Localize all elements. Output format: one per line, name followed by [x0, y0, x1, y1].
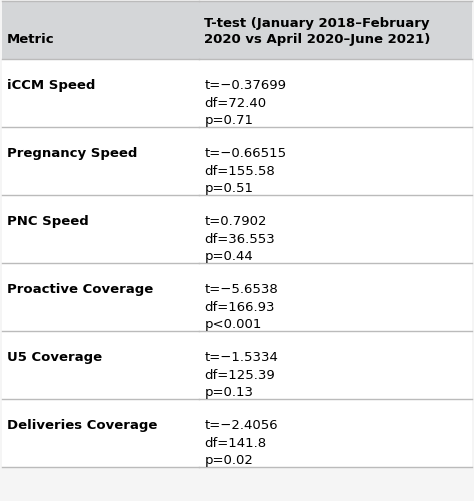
Bar: [2, 331, 200, 399]
Bar: [200, 128, 472, 195]
Bar: [200, 2, 472, 60]
Text: t=0.7902
df=36.553
p=0.44: t=0.7902 df=36.553 p=0.44: [204, 214, 275, 263]
Bar: [2, 399, 200, 467]
Text: Proactive Coverage: Proactive Coverage: [7, 283, 153, 296]
Text: t=−0.37699
df=72.40
p=0.71: t=−0.37699 df=72.40 p=0.71: [204, 79, 286, 127]
Text: t=−5.6538
df=166.93
p<0.001: t=−5.6538 df=166.93 p<0.001: [204, 283, 278, 330]
Text: t=−2.4056
df=141.8
p=0.02: t=−2.4056 df=141.8 p=0.02: [204, 418, 278, 466]
Bar: [200, 195, 472, 264]
Text: Deliveries Coverage: Deliveries Coverage: [7, 418, 157, 431]
Bar: [2, 60, 200, 128]
Text: T-test (January 2018–February
2020 vs April 2020–June 2021): T-test (January 2018–February 2020 vs Ap…: [204, 17, 431, 46]
Bar: [200, 264, 472, 331]
Bar: [2, 2, 200, 60]
Text: U5 Coverage: U5 Coverage: [7, 351, 102, 364]
Bar: [200, 399, 472, 467]
Bar: [200, 60, 472, 128]
Bar: [2, 195, 200, 264]
Bar: [2, 128, 200, 195]
Text: t=−0.66515
df=155.58
p=0.51: t=−0.66515 df=155.58 p=0.51: [204, 147, 286, 195]
Text: Metric: Metric: [7, 33, 55, 46]
Text: PNC Speed: PNC Speed: [7, 215, 89, 228]
Bar: [200, 331, 472, 399]
Text: t=−1.5334
df=125.39
p=0.13: t=−1.5334 df=125.39 p=0.13: [204, 350, 278, 398]
Text: iCCM Speed: iCCM Speed: [7, 79, 95, 92]
Bar: [2, 264, 200, 331]
Text: Pregnancy Speed: Pregnancy Speed: [7, 147, 137, 160]
